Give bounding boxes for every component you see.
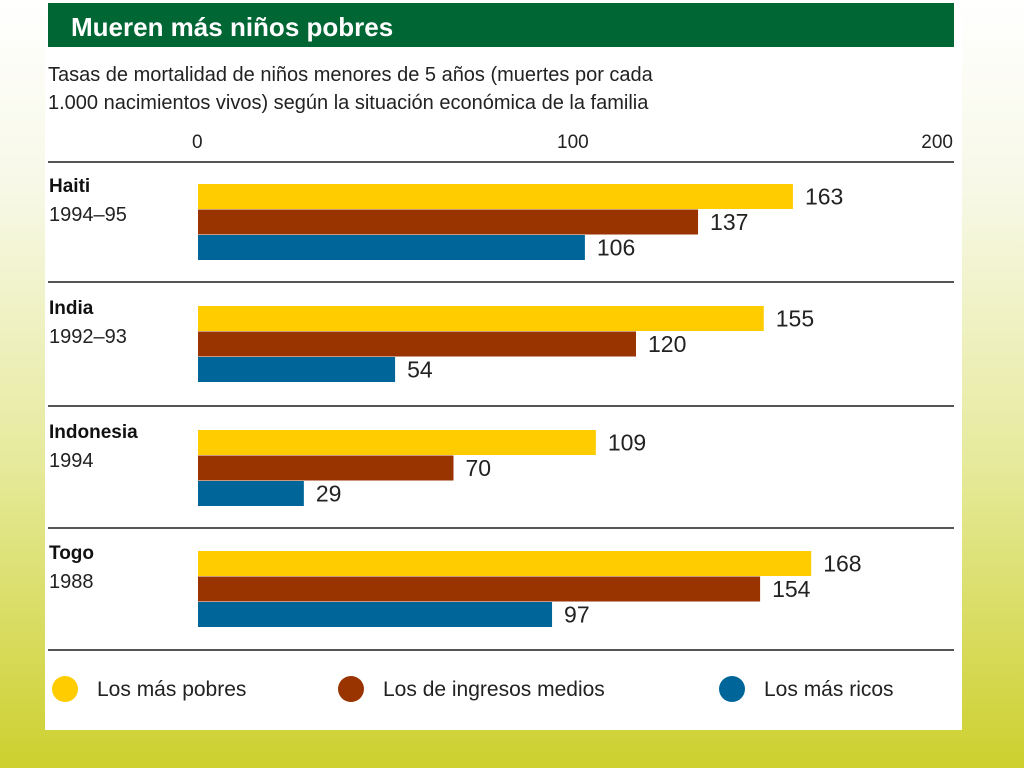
category-country-label: Haiti [49,176,90,197]
bar-value-label: 97 [564,602,590,628]
category-country-label: India [49,298,94,319]
bar [198,184,793,209]
bar [198,576,761,602]
bar-value-label: 109 [608,430,646,456]
legend-marker [719,676,745,702]
bar [198,306,764,331]
bar [198,331,636,357]
legend-marker [338,676,364,702]
bar [198,455,454,481]
category-years-label: 1992–93 [49,326,127,348]
bar-value-label: 70 [466,455,492,481]
x-tick-label: 200 [921,132,953,153]
bar [198,481,304,506]
bar [198,551,812,576]
bar [198,602,553,627]
category-years-label: 1994 [49,450,94,472]
bar-value-label: 163 [805,184,843,210]
category-country-label: Indonesia [49,422,138,443]
x-tick-label: 0 [192,132,203,153]
x-tick-label: 100 [557,132,589,153]
category-country-label: Togo [49,543,94,564]
bar-chart: Mueren más niños pobres Tasas de mortalid… [48,3,954,702]
bar-value-label: 54 [407,357,433,383]
bar-value-label: 106 [597,235,635,261]
bar [198,209,699,235]
title-bar [48,3,954,47]
category-years-label: 1988 [49,571,94,593]
chart-subtitle-line: Tasas de mortalidad de niños menores de … [48,64,654,86]
bar [198,430,596,455]
chart-title: Mueren más niños pobres [71,12,393,42]
bar-value-label: 155 [776,306,814,332]
category-years-label: 1994–95 [49,204,127,226]
legend-label: Los más pobres [97,678,246,701]
bar [198,235,585,260]
legend-label: Los de ingresos medios [383,678,605,701]
bar-value-label: 168 [823,551,861,577]
chart-card: Mueren más niños pobres Tasas de mortalid… [45,0,962,730]
bar-value-label: 120 [648,331,686,357]
bar-value-label: 29 [316,481,342,507]
legend-marker [52,676,78,702]
legend-label: Los más ricos [764,678,894,701]
chart-subtitle-line: 1.000 nacimientos vivos) según la situac… [48,92,649,114]
bar [198,357,396,382]
bar-value-label: 154 [772,576,811,602]
bar-value-label: 137 [710,209,748,235]
